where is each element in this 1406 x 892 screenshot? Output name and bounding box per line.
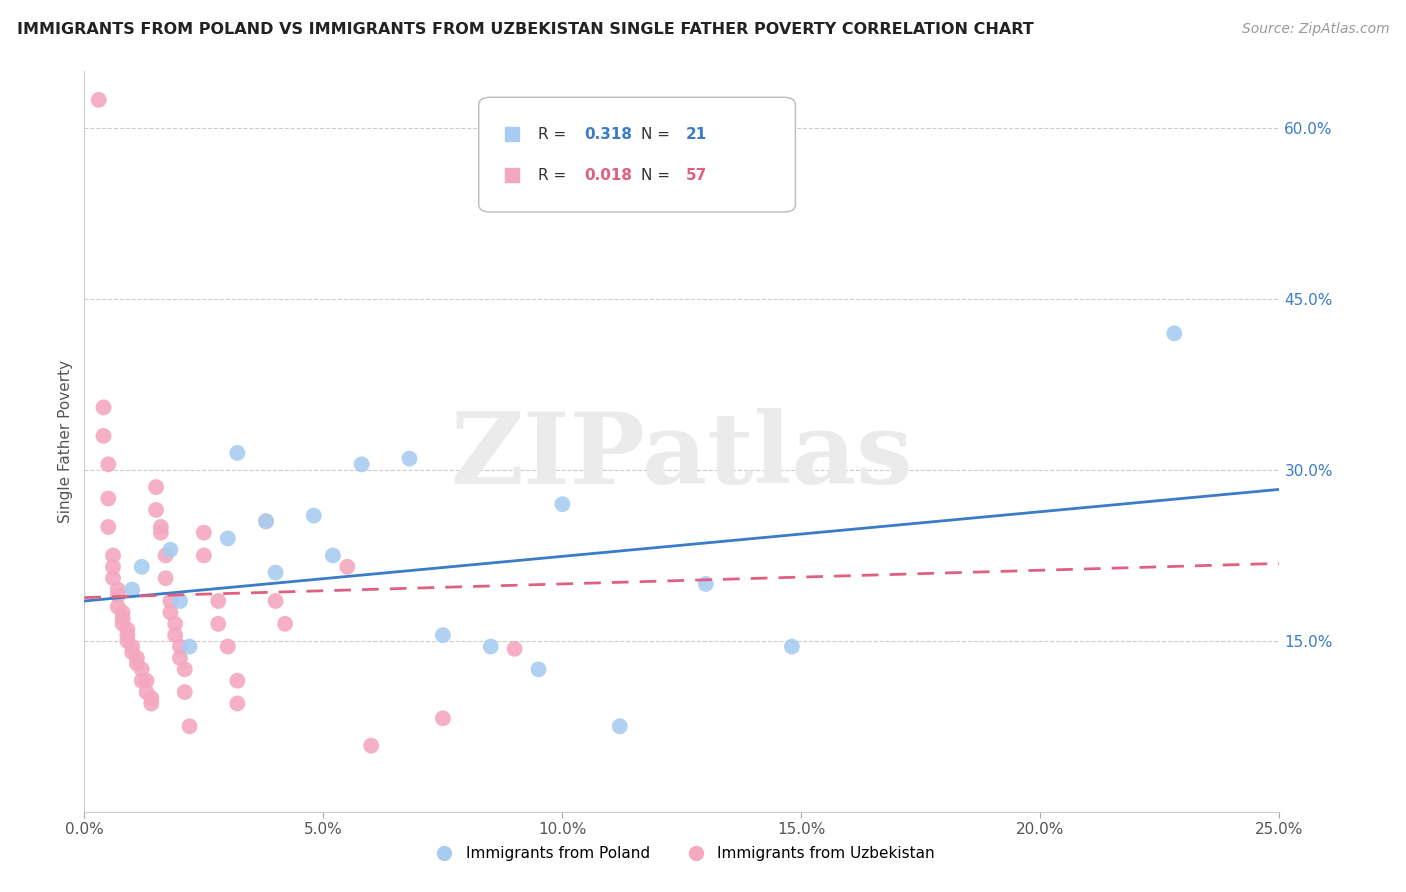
Point bbox=[179, 640, 201, 654]
Point bbox=[217, 532, 239, 546]
Point bbox=[93, 429, 115, 443]
Point bbox=[117, 633, 139, 648]
Point bbox=[131, 559, 153, 574]
Point bbox=[101, 549, 124, 563]
Point bbox=[121, 645, 143, 659]
Legend: Immigrants from Poland, Immigrants from Uzbekistan: Immigrants from Poland, Immigrants from … bbox=[423, 839, 941, 867]
Point bbox=[135, 685, 157, 699]
Point bbox=[173, 662, 195, 676]
Point bbox=[159, 594, 181, 608]
Text: 0.318: 0.318 bbox=[583, 127, 631, 142]
Point bbox=[97, 491, 120, 506]
Point bbox=[141, 690, 163, 705]
Point bbox=[107, 582, 129, 597]
Text: 0.018: 0.018 bbox=[583, 168, 631, 183]
Point bbox=[117, 623, 139, 637]
Point bbox=[226, 446, 249, 460]
Point bbox=[609, 719, 631, 733]
Point bbox=[145, 503, 167, 517]
Point bbox=[97, 458, 120, 472]
Point bbox=[165, 628, 187, 642]
Point bbox=[93, 401, 115, 415]
Point bbox=[135, 673, 157, 688]
Point bbox=[432, 628, 454, 642]
Point bbox=[101, 559, 124, 574]
Point bbox=[159, 606, 181, 620]
Point bbox=[360, 739, 382, 753]
Point bbox=[398, 451, 420, 466]
Point bbox=[155, 549, 177, 563]
Point bbox=[1163, 326, 1185, 341]
Point bbox=[125, 651, 148, 665]
Text: Source: ZipAtlas.com: Source: ZipAtlas.com bbox=[1241, 22, 1389, 37]
FancyBboxPatch shape bbox=[479, 97, 796, 212]
Point bbox=[107, 588, 129, 602]
Point bbox=[121, 582, 143, 597]
Point bbox=[274, 616, 297, 631]
Text: N =: N = bbox=[641, 127, 675, 142]
Y-axis label: Single Father Poverty: Single Father Poverty bbox=[58, 360, 73, 523]
Point bbox=[217, 640, 239, 654]
Text: 57: 57 bbox=[686, 168, 707, 183]
Point bbox=[111, 616, 134, 631]
Point bbox=[111, 611, 134, 625]
Point bbox=[254, 514, 277, 528]
Text: ZIPatlas: ZIPatlas bbox=[451, 408, 912, 505]
Point bbox=[169, 651, 191, 665]
Point bbox=[145, 480, 167, 494]
Point bbox=[87, 93, 110, 107]
Point bbox=[551, 497, 574, 511]
Text: 21: 21 bbox=[686, 127, 707, 142]
Point bbox=[226, 673, 249, 688]
Point bbox=[503, 641, 526, 656]
Point bbox=[97, 520, 120, 534]
Point bbox=[111, 606, 134, 620]
Text: R =: R = bbox=[538, 168, 572, 183]
Point bbox=[165, 616, 187, 631]
Point bbox=[169, 640, 191, 654]
Point bbox=[780, 640, 803, 654]
Point bbox=[264, 566, 287, 580]
Point bbox=[131, 673, 153, 688]
Text: N =: N = bbox=[641, 168, 675, 183]
Point bbox=[264, 594, 287, 608]
Point bbox=[432, 711, 454, 725]
Text: IMMIGRANTS FROM POLAND VS IMMIGRANTS FROM UZBEKISTAN SINGLE FATHER POVERTY CORRE: IMMIGRANTS FROM POLAND VS IMMIGRANTS FRO… bbox=[17, 22, 1033, 37]
Point bbox=[527, 662, 550, 676]
Point bbox=[695, 577, 717, 591]
Point bbox=[254, 514, 277, 528]
Point bbox=[121, 640, 143, 654]
Point bbox=[336, 559, 359, 574]
Point bbox=[131, 662, 153, 676]
Point bbox=[149, 520, 172, 534]
Point bbox=[125, 657, 148, 671]
Text: R =: R = bbox=[538, 127, 572, 142]
Point bbox=[101, 571, 124, 585]
Point bbox=[173, 685, 195, 699]
Point bbox=[322, 549, 344, 563]
Point bbox=[169, 594, 191, 608]
Point bbox=[141, 697, 163, 711]
Point bbox=[193, 525, 215, 540]
Point bbox=[193, 549, 215, 563]
Point bbox=[179, 719, 201, 733]
Point bbox=[207, 616, 229, 631]
Point bbox=[159, 542, 181, 557]
Point bbox=[149, 525, 172, 540]
Point bbox=[226, 697, 249, 711]
Point bbox=[107, 599, 129, 614]
Point bbox=[479, 640, 502, 654]
Point bbox=[350, 458, 373, 472]
Point bbox=[117, 628, 139, 642]
Point bbox=[207, 594, 229, 608]
Point bbox=[302, 508, 325, 523]
Point bbox=[155, 571, 177, 585]
